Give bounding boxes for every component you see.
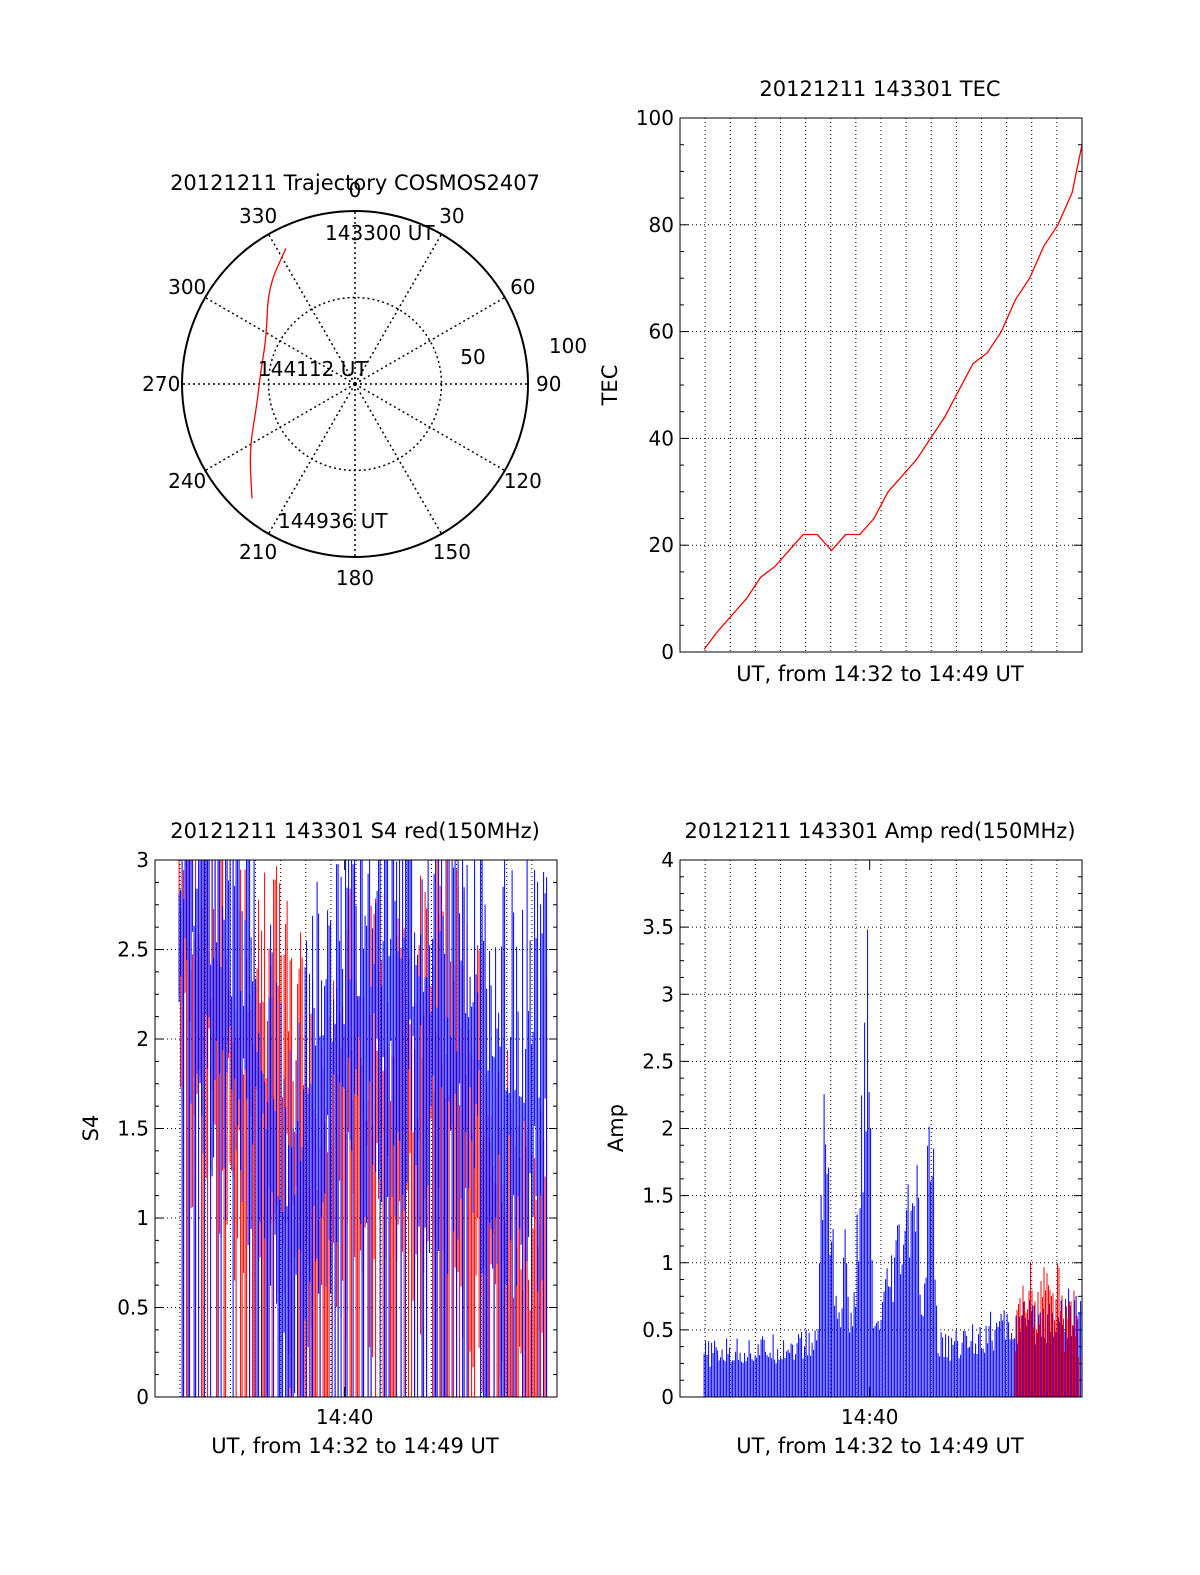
amp-trace-blue	[703, 929, 1082, 1397]
amp-ytick-label: 1	[661, 1251, 674, 1275]
polar-spoke	[354, 296, 506, 385]
polar-spoke	[354, 383, 443, 535]
amp-panel: 20121211 143301 Amp red(150MHz) UT, from…	[604, 819, 1083, 1458]
s4-ytick-label: 0	[136, 1385, 149, 1409]
s4-ytick-label: 2.5	[117, 938, 149, 962]
s4-ytick-label: 2	[136, 1027, 149, 1051]
tec-ytick-label: 40	[649, 426, 674, 450]
amp-ytick-label: 4	[661, 848, 674, 872]
polar-outer-circle	[181, 210, 529, 558]
s4-panel: 20121211 143301 S4 red(150MHz) UT, from …	[79, 819, 558, 1458]
tec-panel: 20121211 143301 TEC UT, from 14:32 to 14…	[598, 77, 1083, 686]
amp-ytick-label: 2	[661, 1117, 674, 1141]
polar-spoke	[354, 383, 506, 472]
s4-trace-blue	[178, 860, 548, 1397]
polar-azimuth-label: 60	[510, 275, 535, 299]
polar-azimuth-label: 240	[168, 469, 206, 493]
polar-spoke	[204, 296, 356, 385]
amp-title: 20121211 143301 Amp red(150MHz)	[684, 819, 1075, 843]
tec-ytick-label: 60	[649, 320, 674, 344]
amp-axes-frame	[679, 859, 1083, 1398]
s4-title: 20121211 143301 S4 red(150MHz)	[170, 819, 540, 843]
polar-azimuth-label: 30	[439, 204, 464, 228]
polar-azimuth-label: 180	[336, 566, 374, 590]
polar-azimuth-label: 210	[239, 540, 277, 564]
polar-trajectory-panel: 20121211 Trajectory COSMOS2407 0 30 60 90 12…	[142, 171, 587, 590]
polar-radius-label: 50	[460, 345, 485, 369]
polar-azimuth-label: 270	[142, 372, 180, 396]
polar-time-annotation: 144936 UT	[278, 509, 388, 533]
amp-ytick-label: 2.5	[642, 1049, 674, 1073]
amp-ytick-label: 1.5	[642, 1184, 674, 1208]
tec-series-line	[703, 144, 1083, 650]
polar-azimuth-label: 300	[168, 275, 206, 299]
s4-ytick-label: 0.5	[117, 1296, 149, 1320]
tec-ytick-label: 0	[661, 640, 674, 664]
polar-azimuth-label: 0	[349, 178, 362, 202]
polar-azimuth-label: 330	[239, 204, 277, 228]
amp-xlabel: UT, from 14:32 to 14:49 UT	[736, 1434, 1024, 1458]
amp-ytick-label: 3.5	[642, 915, 674, 939]
tec-ylabel: TEC	[598, 365, 622, 407]
amp-ytick-label: 0.5	[642, 1318, 674, 1342]
tec-ytick-label: 80	[649, 213, 674, 237]
s4-axes-frame	[154, 859, 558, 1398]
tec-axes-frame	[679, 117, 1083, 653]
polar-time-annotation: 144112 UT	[258, 357, 368, 381]
amp-ylabel: Amp	[604, 1104, 628, 1152]
polar-azimuth-label: 90	[536, 372, 561, 396]
tec-ytick-label: 20	[649, 533, 674, 557]
polar-time-annotation: 143300 UT	[325, 221, 435, 245]
polar-trajectory-line	[249, 248, 287, 499]
polar-spoke	[267, 233, 356, 385]
s4-ylabel: S4	[79, 1115, 103, 1142]
amp-trace-red	[1015, 1261, 1079, 1397]
polar-title: 20121211 Trajectory COSMOS2407	[170, 171, 540, 195]
s4-series-blue	[178, 860, 548, 1397]
polar-spoke	[204, 383, 356, 472]
tec-ytick-label: 100	[636, 106, 674, 130]
s4-xlabel: UT, from 14:32 to 14:49 UT	[211, 1434, 499, 1458]
polar-radius-label: 100	[549, 334, 587, 358]
polar-azimuth-label: 120	[504, 469, 542, 493]
tec-title: 20121211 143301 TEC	[759, 77, 1000, 101]
amp-series-blue	[703, 929, 1082, 1397]
polar-spoke	[267, 383, 356, 535]
polar-spoke	[354, 233, 443, 385]
amp-series-red	[1015, 1261, 1079, 1397]
polar-azimuth-label: 150	[433, 540, 471, 564]
s4-xtick-label: 14:40	[316, 1405, 374, 1429]
s4-ytick-label: 1	[136, 1206, 149, 1230]
s4-ytick-label: 1.5	[117, 1117, 149, 1141]
tec-xlabel: UT, from 14:32 to 14:49 UT	[736, 662, 1024, 686]
amp-xtick-label: 14:40	[841, 1405, 899, 1429]
s4-ytick-label: 3	[136, 848, 149, 872]
amp-ytick-label: 0	[661, 1385, 674, 1409]
amp-ytick-label: 3	[661, 982, 674, 1006]
